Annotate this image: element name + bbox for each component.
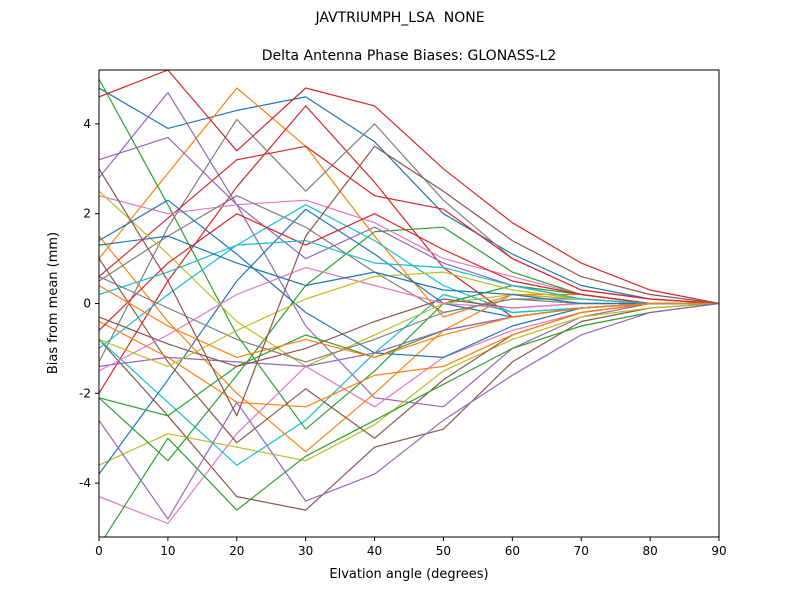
x-tick-label: 10	[160, 544, 175, 558]
series-line	[99, 302, 719, 520]
x-tick-label: 20	[229, 544, 244, 558]
series-line	[99, 87, 719, 305]
series-line	[99, 213, 719, 331]
x-tick-label: 0	[95, 544, 103, 558]
chart-title: Delta Antenna Phase Biases: GLONASS-L2	[262, 48, 557, 64]
y-axis-ticks: -4 -2 0 2 4	[79, 117, 99, 490]
x-tick-label: 80	[642, 544, 657, 558]
series-line	[99, 145, 719, 305]
series-line	[99, 302, 719, 466]
x-tick-label: 60	[505, 544, 520, 558]
series-line	[99, 302, 719, 511]
x-axis-ticks: 0 10 20 30 40 50 60 70 80 90	[95, 537, 727, 558]
y-tick-label: -2	[79, 386, 91, 400]
x-tick-label: 90	[711, 544, 726, 558]
x-tick-label: 50	[436, 544, 451, 558]
x-axis-label: Elvation angle (degrees)	[329, 567, 488, 582]
series-line	[99, 145, 719, 417]
x-tick-label: 40	[367, 544, 382, 558]
series-line	[99, 298, 719, 367]
y-axis-label: Bias from mean (mm)	[46, 232, 61, 374]
y-tick-label: -4	[79, 476, 91, 490]
y-tick-label: 4	[83, 117, 91, 131]
series-lines	[99, 70, 719, 537]
series-line	[99, 302, 719, 408]
x-tick-label: 30	[298, 544, 313, 558]
series-line	[99, 240, 719, 305]
y-tick-label: 2	[83, 207, 91, 221]
x-tick-label: 70	[574, 544, 589, 558]
series-line	[99, 258, 719, 444]
series-line	[99, 284, 719, 358]
figure-suptitle: JAVTRIUMPH_LSA NONE	[314, 10, 484, 26]
series-line	[99, 235, 719, 305]
y-tick-label: 0	[83, 297, 91, 311]
series-line	[104, 302, 719, 537]
series-line	[99, 70, 719, 305]
